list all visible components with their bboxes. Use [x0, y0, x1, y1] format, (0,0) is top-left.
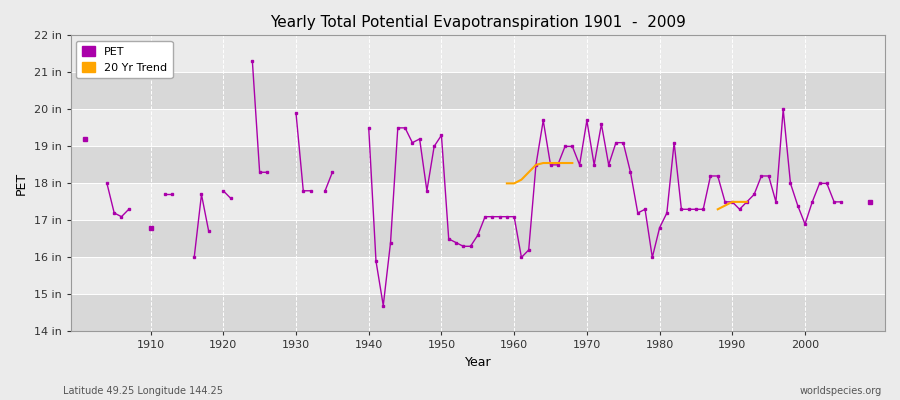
Legend: PET, 20 Yr Trend: PET, 20 Yr Trend	[76, 41, 173, 78]
Title: Yearly Total Potential Evapotranspiration 1901  -  2009: Yearly Total Potential Evapotranspiratio…	[270, 15, 686, 30]
Bar	[70, 220, 885, 257]
20 Yr Trend	[553, 161, 563, 166]
Line: 20 Yr Trend: 20 Yr Trend	[507, 163, 572, 183]
Text: Latitude 49.25 Longitude 144.25: Latitude 49.25 Longitude 144.25	[63, 386, 223, 396]
20 Yr Trend	[560, 161, 571, 166]
Bar	[70, 146, 885, 183]
20 Yr Trend	[567, 161, 578, 166]
20 Yr Trend	[538, 161, 549, 166]
Bar	[70, 294, 885, 332]
Y-axis label: PET: PET	[15, 172, 28, 195]
Bar	[70, 72, 885, 109]
Text: worldspecies.org: worldspecies.org	[800, 386, 882, 396]
20 Yr Trend	[501, 181, 512, 186]
20 Yr Trend	[508, 181, 519, 186]
X-axis label: Year: Year	[464, 356, 491, 369]
20 Yr Trend	[516, 177, 526, 182]
20 Yr Trend	[523, 170, 534, 175]
20 Yr Trend	[531, 162, 542, 167]
20 Yr Trend	[545, 161, 556, 166]
